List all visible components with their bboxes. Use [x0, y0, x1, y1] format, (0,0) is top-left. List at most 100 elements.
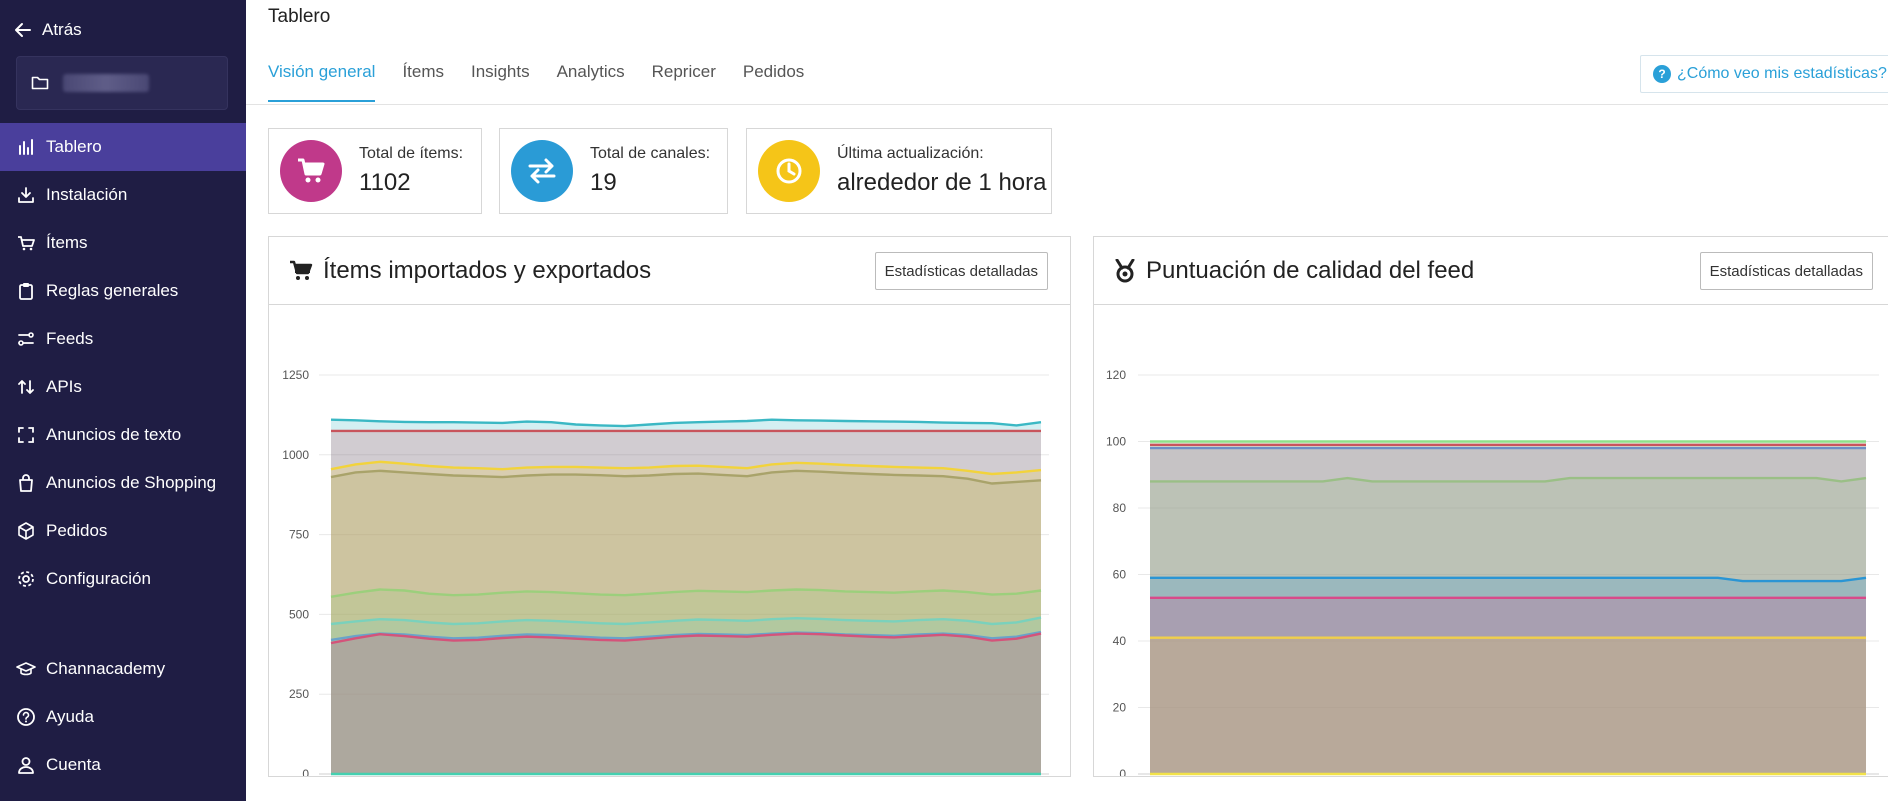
series-line [330, 630, 1042, 642]
sidebar-item-tablero[interactable]: Tablero [0, 123, 246, 171]
sidebar-item-anuncios-de-shopping[interactable]: Anuncios de Shopping [0, 459, 246, 507]
stat-label: Total de ítems: [359, 145, 464, 162]
series-area [1150, 441, 1866, 774]
y-tick-label: 100 [1106, 435, 1126, 449]
series-line [330, 469, 1042, 485]
question-circle-icon [16, 707, 36, 727]
stat-label: Total de canales: [590, 145, 711, 162]
sidebar-item-ayuda[interactable]: Ayuda [0, 693, 246, 741]
tab-0[interactable]: Visión general [268, 56, 376, 102]
medal-icon [1115, 258, 1135, 282]
series-area [331, 617, 1041, 774]
tab-5[interactable]: Pedidos [742, 62, 805, 81]
download-icon [16, 185, 36, 205]
frame-corners-icon [16, 425, 36, 445]
detailed-stats-button[interactable]: Estadísticas detalladas [874, 252, 1048, 290]
y-tick-label: 1000 [282, 448, 309, 462]
tab-2[interactable]: Insights [471, 62, 530, 81]
panel-title: Puntuación de calidad del feed [1146, 256, 1475, 284]
box-icon [16, 521, 36, 541]
tab-1[interactable]: Ítems [402, 62, 444, 81]
cart-icon [290, 260, 313, 280]
page-title: Tablero [268, 6, 331, 27]
series-area [1150, 444, 1866, 774]
stat-value: 19 [590, 169, 617, 196]
series-area [1150, 478, 1866, 774]
quality-chart: 02040608010012006 may13 may20 may27 may0… [1106, 368, 1879, 776]
sidebar-bottom-nav: Channacademy Ayuda Cuenta [0, 645, 246, 789]
panel-title: Ítems importados y exportados [323, 256, 652, 284]
sidebar-item-label: Pedidos [46, 521, 108, 540]
y-tick-label: 750 [289, 528, 309, 542]
y-tick-label: 80 [1113, 501, 1127, 515]
series-line [330, 418, 1042, 428]
arrows-updown-icon [16, 377, 36, 397]
sidebar-item-instalación[interactable]: Instalación [0, 171, 246, 219]
sidebar-item-label: Instalación [46, 185, 128, 204]
tab-bar: Visión general Ítems Insights Analytics Repr… [268, 56, 831, 102]
user-icon [16, 755, 36, 775]
panel-header: Ítems importados y exportados [269, 237, 1070, 305]
panel-header: Puntuación de calidad del feed [1094, 237, 1888, 305]
tab-divider [246, 104, 1888, 105]
back-link[interactable]: Atrás [14, 20, 82, 40]
graduation-cap-icon [16, 659, 36, 679]
items-chart-panel: Ítems importados y exportados Estadístic… [268, 236, 1071, 777]
sidebar-item-label: Cuenta [46, 755, 101, 774]
sidebar-item-channacademy[interactable]: Channacademy [0, 645, 246, 693]
series-area [331, 632, 1041, 774]
feeds-icon [16, 329, 36, 349]
sidebar-item-configuración[interactable]: Configuración [0, 555, 246, 603]
y-tick-label: 40 [1113, 634, 1127, 648]
tab-3[interactable]: Analytics [556, 62, 625, 81]
y-tick-label: 1250 [282, 368, 309, 382]
series-line [330, 616, 1042, 626]
sidebar: Atrás Tablero Instalación Ítems Reglas gene… [0, 0, 246, 801]
series-area [1150, 597, 1866, 774]
sidebar-item-label: Feeds [46, 329, 94, 348]
sidebar-item-pedidos[interactable]: Pedidos [0, 507, 246, 555]
stat-total-channels: Total de canales: 19 [499, 128, 728, 214]
y-tick-label: 0 [1119, 767, 1126, 776]
help-stats-button[interactable]: ? ¿Cómo veo mis estadísticas? [1640, 55, 1888, 93]
arrow-left-icon [15, 23, 31, 37]
account-selector[interactable] [16, 56, 228, 110]
series-area [331, 461, 1041, 774]
series-area [331, 430, 1041, 774]
series-area [1150, 637, 1866, 774]
sidebar-item-label: Ítems [46, 233, 88, 252]
sidebar-item-anuncios-de-texto[interactable]: Anuncios de texto [0, 411, 246, 459]
sidebar-item-label: Channacademy [46, 659, 166, 678]
y-tick-label: 500 [289, 607, 309, 621]
series-line [330, 632, 1042, 645]
sidebar-item-label: Tablero [46, 137, 102, 156]
clock-icon [758, 140, 820, 202]
bar-chart-icon [16, 137, 36, 157]
series-line [330, 460, 1042, 476]
tab-4[interactable]: Repricer [651, 62, 716, 81]
stat-value: 1102 [359, 169, 411, 196]
sidebar-item-label: Anuncios de texto [46, 425, 182, 444]
y-tick-label: 0 [302, 767, 309, 776]
y-tick-label: 250 [289, 687, 309, 701]
sidebar-item-ítems[interactable]: Ítems [0, 219, 246, 267]
series-area [331, 419, 1041, 774]
shopping-bag-icon [16, 473, 36, 493]
sidebar-item-apis[interactable]: APIs [0, 363, 246, 411]
stat-last-update: Última actualización: alrededor de 1 hor… [746, 128, 1052, 214]
sidebar-item-reglas-generales[interactable]: Reglas generales [0, 267, 246, 315]
detailed-stats-button[interactable]: Estadísticas detalladas [1699, 252, 1873, 290]
gear-icon [16, 569, 36, 589]
y-tick-label: 60 [1113, 568, 1127, 582]
series-line [330, 588, 1042, 598]
series-area [1150, 448, 1866, 774]
sidebar-item-feeds[interactable]: Feeds [0, 315, 246, 363]
series-area [1150, 577, 1866, 774]
sidebar-item-cuenta[interactable]: Cuenta [0, 741, 246, 789]
sidebar-item-label: APIs [46, 377, 82, 396]
y-tick-label: 120 [1106, 368, 1126, 382]
folder-icon [31, 76, 49, 90]
sidebar-item-label: Reglas generales [46, 281, 179, 300]
sidebar-nav: Tablero Instalación Ítems Reglas generales F… [0, 123, 246, 603]
sidebar-item-label: Configuración [46, 569, 151, 588]
